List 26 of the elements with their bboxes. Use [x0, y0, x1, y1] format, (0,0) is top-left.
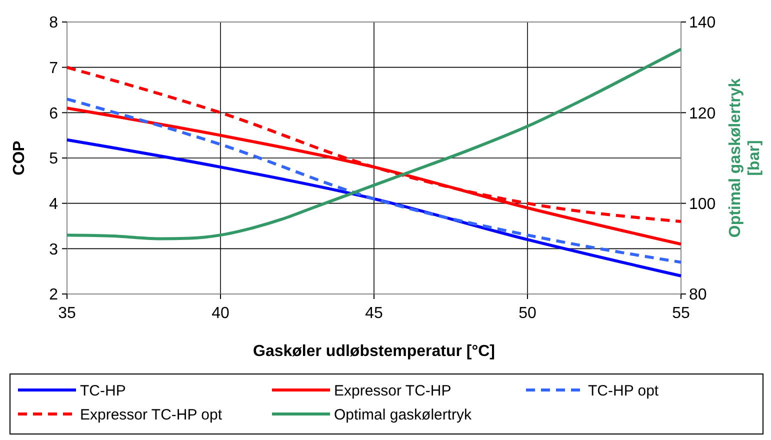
legend-label: TC-HP — [80, 382, 126, 400]
y-tick-label: 8 — [49, 14, 58, 32]
line-series — [66, 98, 682, 264]
legend-label: Optimal gaskølertryk — [334, 406, 472, 424]
y2-tick-label: 100 — [689, 196, 716, 213]
x-axis-title: Gaskøler udløbstemperatur [°C] — [253, 343, 495, 360]
y-tick-label: 7 — [49, 60, 58, 77]
x-tick-label: 55 — [672, 305, 690, 322]
y2-axis-title: Optimal gaskølertryk [bar] — [726, 78, 763, 238]
y2-tick-label: 140 — [689, 14, 716, 32]
x-tick-label: 45 — [365, 305, 383, 322]
x-tick-label: 40 — [212, 305, 230, 322]
y-axis-title: COP — [11, 140, 28, 176]
legend-label: TC-HP opt — [588, 382, 660, 400]
y-tick-label: 6 — [49, 105, 58, 122]
y-tick-label: 3 — [49, 241, 58, 258]
y2-tick-label: 80 — [689, 286, 707, 304]
y-tick-label: 5 — [49, 150, 58, 168]
x-tick-label: 50 — [518, 305, 536, 322]
y-tick-label: 2 — [49, 286, 58, 304]
y-tick-label: 4 — [49, 196, 58, 213]
line-series — [66, 48, 682, 240]
legend-label: Expressor TC-HP opt — [80, 406, 223, 424]
y2-tick-label: 120 — [689, 105, 716, 122]
x-tick-label: 35 — [58, 305, 76, 322]
legend-label: Expressor TC-HP — [334, 382, 452, 400]
